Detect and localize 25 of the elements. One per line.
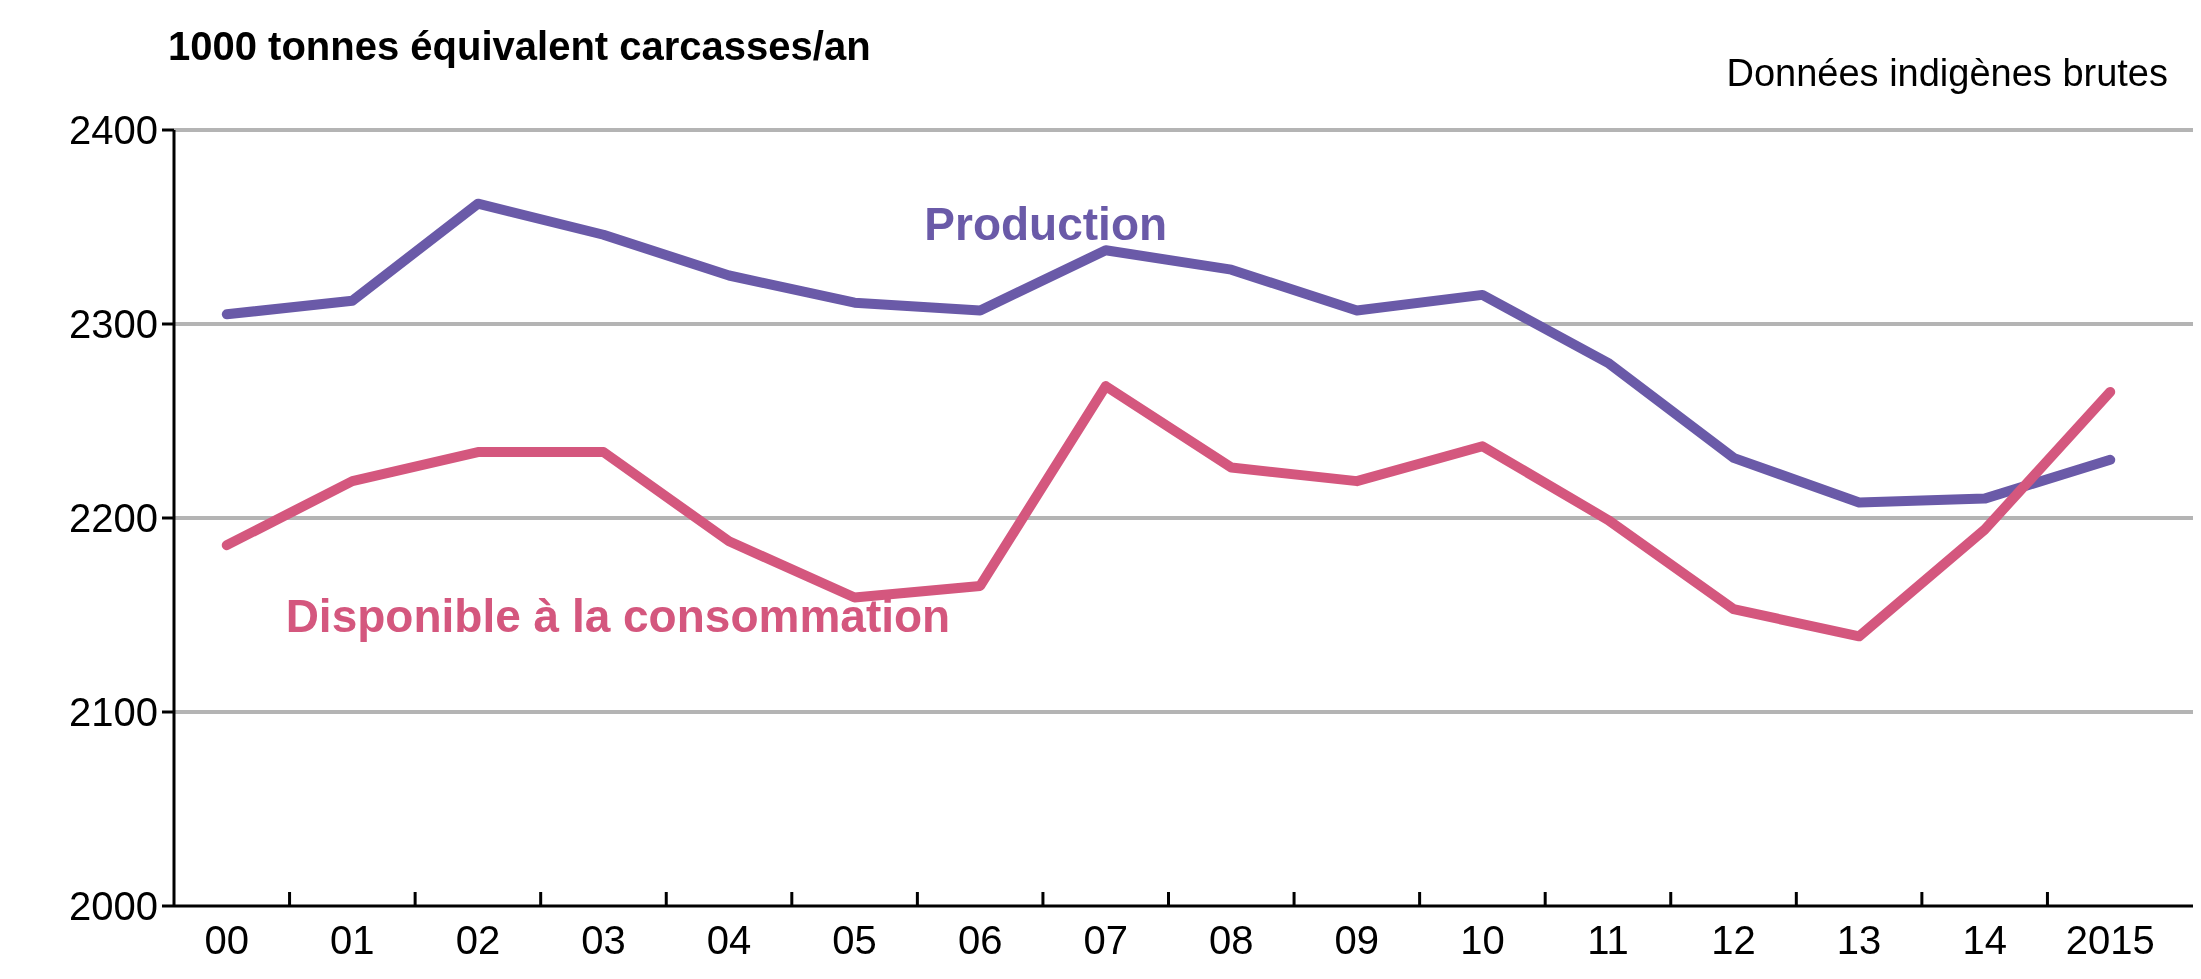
x-tick-label: 12 bbox=[1711, 918, 1756, 962]
x-tick-label: 11 bbox=[1587, 918, 1629, 962]
series-label: Production bbox=[924, 198, 1168, 251]
x-tick-label: 13 bbox=[1836, 918, 1882, 962]
x-tick-label: 09 bbox=[1334, 918, 1380, 962]
x-tick-label: 08 bbox=[1209, 918, 1254, 962]
x-tick-label: 01 bbox=[330, 918, 375, 962]
x-tick-label: 07 bbox=[1083, 918, 1128, 962]
y-tick-label: 2200 bbox=[69, 496, 158, 540]
x-tick-label: 06 bbox=[957, 918, 1003, 962]
x-tick-label: 03 bbox=[581, 918, 626, 962]
series-label: Disponible à la consommation bbox=[285, 590, 951, 643]
x-tick-label: 10 bbox=[1460, 918, 1505, 962]
y-tick-label: 2000 bbox=[69, 884, 158, 928]
y-axis-title: 1000 tonnes équivalent carcasses/an bbox=[168, 24, 871, 68]
x-tick-label: 14 bbox=[1962, 918, 2007, 962]
x-tick-label: 04 bbox=[706, 918, 752, 962]
y-tick-label: 2400 bbox=[69, 108, 158, 152]
x-tick-label: 00 bbox=[204, 918, 250, 962]
x-tick-label: 02 bbox=[455, 918, 501, 962]
x-tick-label: 2015 bbox=[2065, 918, 2155, 962]
y-tick-label: 2100 bbox=[69, 690, 158, 734]
text: Données indigènes brutes bbox=[1726, 52, 2168, 94]
y-tick-label: 2300 bbox=[69, 302, 158, 346]
x-tick-label: 05 bbox=[832, 918, 877, 962]
